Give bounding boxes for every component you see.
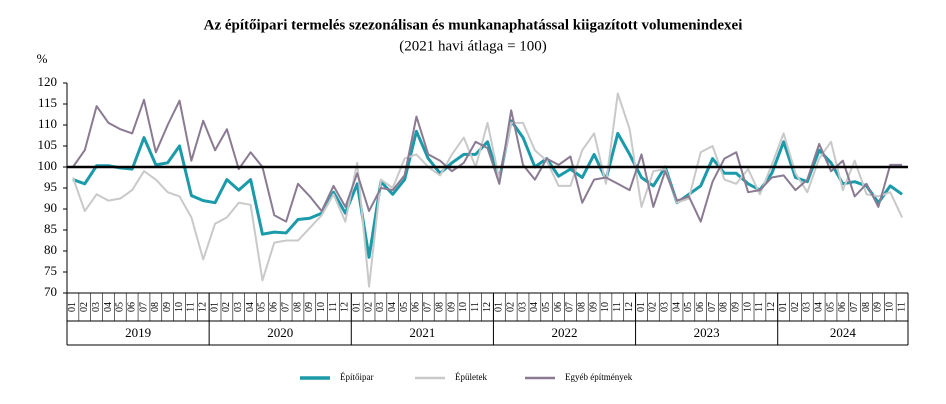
x-tick-label: 06 bbox=[695, 302, 706, 312]
x-tick-label: 01 bbox=[636, 302, 647, 312]
x-tick-label: 09 bbox=[162, 302, 173, 312]
x-tick-label: 02 bbox=[363, 302, 374, 312]
x-tick-label: 01 bbox=[494, 302, 505, 312]
x-tick-label: 03 bbox=[233, 302, 244, 312]
x-tick-label: 07 bbox=[423, 302, 434, 312]
chart-subtitle: (2021 havi átlaga = 100) bbox=[399, 38, 547, 54]
y-tick-label: 105 bbox=[38, 137, 58, 152]
x-tick-label: 07 bbox=[707, 302, 718, 312]
x-tick-label: 11 bbox=[612, 302, 623, 312]
x-tick-label: 03 bbox=[802, 302, 813, 312]
year-label: 2023 bbox=[694, 325, 720, 340]
x-tick-label: 07 bbox=[280, 302, 291, 312]
x-tick-label: 04 bbox=[529, 302, 540, 312]
y-tick-label: 70 bbox=[44, 284, 57, 299]
x-tick-label: 08 bbox=[292, 302, 303, 312]
x-tick-label: 04 bbox=[387, 302, 398, 312]
x-tick-label: 05 bbox=[115, 302, 126, 312]
x-tick-label: 12 bbox=[766, 302, 777, 312]
x-tick-label: 10 bbox=[600, 302, 611, 312]
x-tick-label: 10 bbox=[885, 302, 896, 312]
y-tick-label: 95 bbox=[44, 179, 57, 194]
year-label: 2019 bbox=[125, 325, 151, 340]
year-label: 2024 bbox=[830, 325, 857, 340]
x-tick-label: 04 bbox=[245, 302, 256, 312]
year-label: 2021 bbox=[409, 325, 435, 340]
x-tick-label: 08 bbox=[719, 302, 730, 312]
x-tick-label: 05 bbox=[683, 302, 694, 312]
legend-label: Egyéb építmények bbox=[565, 372, 633, 382]
x-tick-label: 09 bbox=[446, 302, 457, 312]
x-tick-label: 10 bbox=[458, 302, 469, 312]
x-tick-label: 02 bbox=[79, 302, 90, 312]
x-tick-label: 10 bbox=[742, 302, 753, 312]
x-tick-label: 11 bbox=[754, 302, 765, 312]
x-tick-label: 05 bbox=[257, 302, 268, 312]
x-tick-label: 10 bbox=[316, 302, 327, 312]
chart-title: Az építőipari termelés szezonálisan és m… bbox=[204, 17, 743, 33]
x-tick-label: 06 bbox=[269, 302, 280, 312]
x-tick-label: 07 bbox=[849, 302, 860, 312]
x-tick-label: 06 bbox=[837, 302, 848, 312]
y-tick-label: 85 bbox=[44, 221, 57, 236]
x-tick-label: 03 bbox=[375, 302, 386, 312]
y-tick-label: 110 bbox=[38, 116, 57, 131]
legend-label: Építőipar bbox=[340, 372, 374, 382]
x-tick-label: 12 bbox=[482, 302, 493, 312]
x-tick-label: 05 bbox=[541, 302, 552, 312]
y-tick-label: 120 bbox=[38, 74, 58, 89]
x-tick-label: 01 bbox=[352, 302, 363, 312]
x-tick-label: 05 bbox=[825, 302, 836, 312]
x-tick-label: 02 bbox=[505, 302, 516, 312]
x-tick-label: 04 bbox=[813, 302, 824, 312]
series-line bbox=[72, 98, 903, 223]
x-tick-label: 06 bbox=[126, 302, 137, 312]
x-tick-label: 05 bbox=[399, 302, 410, 312]
x-tick-label: 07 bbox=[138, 302, 149, 312]
x-tick-label: 02 bbox=[221, 302, 232, 312]
x-tick-label: 11 bbox=[186, 302, 197, 312]
x-tick-label: 12 bbox=[198, 302, 209, 312]
y-tick-label: 80 bbox=[44, 242, 57, 257]
x-tick-label: 01 bbox=[67, 302, 78, 312]
year-label: 2020 bbox=[267, 325, 293, 340]
x-tick-label: 09 bbox=[873, 302, 884, 312]
x-tick-label: 03 bbox=[659, 302, 670, 312]
legend-label: Épületek bbox=[455, 372, 487, 382]
x-tick-label: 08 bbox=[150, 302, 161, 312]
x-tick-label: 12 bbox=[624, 302, 635, 312]
y-tick-label: 90 bbox=[44, 200, 57, 215]
x-tick-label: 09 bbox=[304, 302, 315, 312]
x-tick-label: 04 bbox=[671, 302, 682, 312]
x-tick-label: 06 bbox=[553, 302, 564, 312]
x-tick-label: 02 bbox=[790, 302, 801, 312]
x-tick-label: 11 bbox=[896, 302, 907, 312]
x-tick-label: 11 bbox=[470, 302, 481, 312]
year-label: 2022 bbox=[551, 325, 577, 340]
x-tick-label: 09 bbox=[731, 302, 742, 312]
y-axis-label: % bbox=[37, 51, 48, 66]
x-tick-label: 01 bbox=[209, 302, 220, 312]
x-tick-label: 04 bbox=[103, 302, 114, 312]
x-tick-label: 08 bbox=[861, 302, 872, 312]
x-tick-label: 03 bbox=[91, 302, 102, 312]
x-tick-label: 08 bbox=[577, 302, 588, 312]
x-tick-label: 06 bbox=[411, 302, 422, 312]
x-tick-label: 02 bbox=[648, 302, 659, 312]
x-tick-label: 01 bbox=[778, 302, 789, 312]
x-tick-label: 09 bbox=[588, 302, 599, 312]
y-tick-label: 100 bbox=[38, 158, 58, 173]
x-tick-label: 11 bbox=[328, 302, 339, 312]
x-tick-label: 07 bbox=[565, 302, 576, 312]
x-tick-label: 12 bbox=[340, 302, 351, 312]
x-tick-label: 03 bbox=[517, 302, 528, 312]
y-tick-label: 115 bbox=[38, 95, 57, 110]
x-tick-label: 08 bbox=[434, 302, 445, 312]
y-tick-label: 75 bbox=[44, 263, 57, 278]
series-line bbox=[71, 92, 903, 288]
x-tick-label: 10 bbox=[174, 302, 185, 312]
